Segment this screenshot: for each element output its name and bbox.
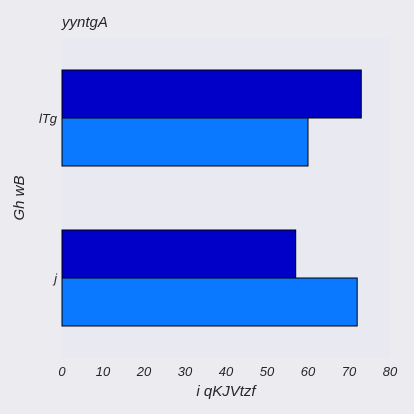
bar-lTg-series-1	[61, 69, 362, 119]
bar-j-series-1	[61, 229, 297, 279]
x-tick-label: 50	[260, 364, 275, 379]
y-axis-label: Gh wB	[11, 175, 28, 220]
x-tick-label: 70	[342, 364, 357, 379]
chart-title: yyntgA	[61, 14, 108, 31]
x-tick-label: 0	[58, 364, 66, 379]
y-tick-labels: lTg j	[39, 111, 58, 286]
bars-group	[61, 69, 362, 327]
bar-j-series-2	[61, 277, 358, 327]
x-tick-label: 20	[136, 364, 152, 379]
x-tick-label: 10	[96, 364, 111, 379]
x-axis-label: i qKJVtzf	[196, 383, 257, 400]
y-tick-label: j	[52, 271, 58, 286]
x-tick-label: 60	[301, 364, 316, 379]
x-tick-label: 80	[383, 364, 398, 379]
x-tick-label: 30	[178, 364, 193, 379]
x-tick-labels: 0 10 20 30 40 50 60 70 80	[58, 364, 398, 379]
x-tick-label: 40	[219, 364, 234, 379]
bar-lTg-series-2	[61, 117, 309, 167]
y-tick-label: lTg	[39, 111, 58, 126]
